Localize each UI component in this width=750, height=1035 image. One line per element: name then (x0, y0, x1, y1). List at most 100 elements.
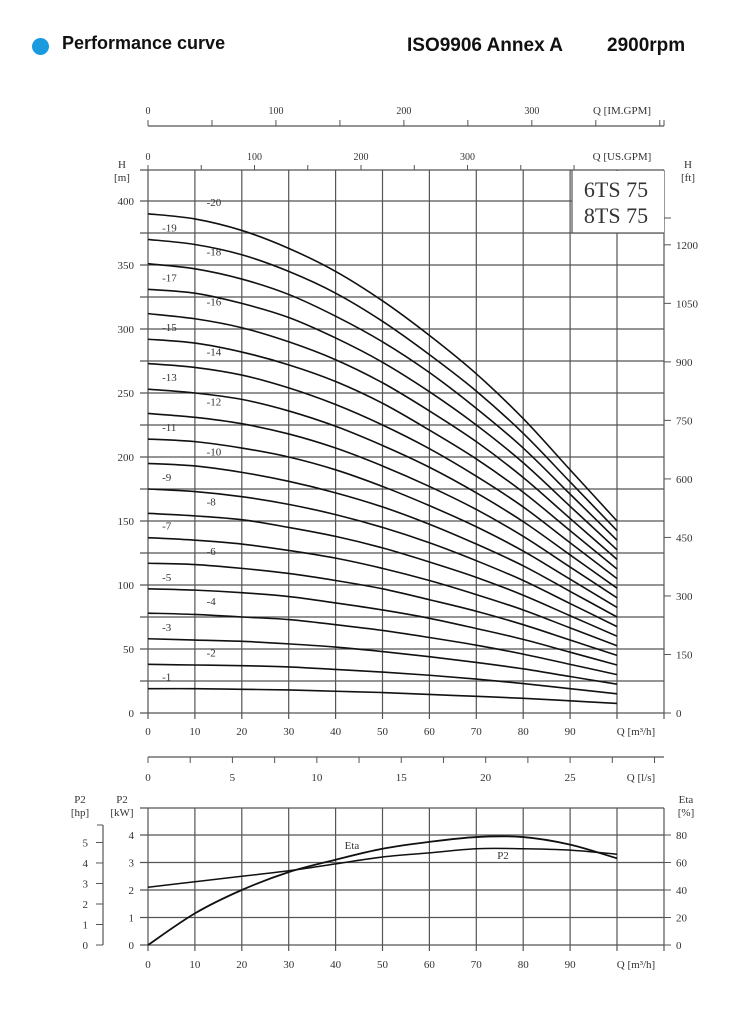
standard-label: ISO9906 Annex A (407, 35, 563, 56)
stage-label: -18 (207, 247, 222, 259)
head-curve (147, 663, 618, 695)
y-tick-ft: 0 (676, 708, 682, 720)
stage-label: -7 (162, 521, 172, 533)
y-axis-unit-kw: [kW] (110, 807, 133, 819)
head-curve (147, 438, 618, 609)
stage-label: -17 (162, 272, 177, 284)
stage-label: -16 (207, 297, 222, 309)
x-tick-imgpm: 100 (268, 106, 283, 117)
x-tick-m3h: 80 (518, 726, 530, 738)
x-axis-title-ls: Q [l/s] (627, 772, 655, 784)
x-tick-usgpm: 200 (354, 152, 369, 163)
y-tick-kw: 0 (129, 940, 135, 952)
y-tick-ft: 300 (676, 591, 693, 603)
stage-label: -4 (207, 596, 217, 608)
stage-label: -5 (162, 572, 172, 584)
y-tick-eta: 80 (676, 830, 688, 842)
head-curve (147, 462, 618, 618)
x-tick-m3h: 10 (189, 959, 201, 971)
x-tick-ls: 5 (230, 772, 236, 784)
speed-label: 2900rpm (607, 35, 686, 56)
stage-label: -19 (162, 222, 177, 234)
x-tick-usgpm: 100 (247, 152, 262, 163)
y-tick-ft: 150 (676, 649, 693, 661)
stage-label: -9 (162, 472, 172, 484)
stage-label: -6 (207, 546, 217, 558)
y-tick-m: 0 (129, 708, 135, 720)
eta-curve-label: Eta (345, 840, 360, 852)
x-tick-usgpm: 300 (460, 152, 475, 163)
y-tick-hp: 3 (83, 878, 89, 890)
y-axis-title-kw: P2 (116, 794, 128, 806)
y-tick-kw: 3 (129, 858, 135, 870)
stage-label: -15 (162, 322, 177, 334)
x-axis-title-imgpm: Q [IM.GPM] (593, 105, 651, 117)
head-curve (147, 412, 618, 599)
y-tick-ft: 750 (676, 415, 693, 427)
y-tick-m: 100 (118, 580, 135, 592)
x-tick-m3h: 40 (330, 959, 342, 971)
eta-curve (147, 835, 618, 946)
ls-axis: 0 5 10 15 20 25 Q [l/s] (145, 756, 664, 784)
y-axis-title-m: H (118, 159, 126, 171)
x-tick-m3h: 30 (283, 959, 295, 971)
stage-label: -3 (162, 622, 172, 634)
x-tick-m3h: 0 (145, 726, 151, 738)
head-curve (147, 488, 618, 628)
y-axis-unit-hp: [hp] (71, 807, 89, 819)
stage-label: -20 (207, 197, 222, 209)
p2-curve-label: P2 (497, 850, 509, 862)
y-tick-hp: 0 (83, 940, 89, 952)
y-tick-kw: 4 (129, 830, 135, 842)
x-tick-m3h: 80 (518, 959, 530, 971)
stage-label: -8 (207, 496, 217, 508)
stage-label: -14 (207, 347, 222, 359)
x-tick-m3h: 90 (565, 959, 577, 971)
stage-label: -10 (207, 446, 222, 458)
head-curve (147, 512, 618, 637)
x-axis-title-m3h: Q [m³/h] (617, 959, 655, 971)
y-tick-eta: 40 (676, 885, 688, 897)
y-tick-hp: 5 (83, 837, 89, 849)
head-curve (147, 612, 618, 676)
stage-label: -12 (207, 396, 222, 408)
y-tick-eta: 20 (676, 913, 688, 925)
x-axis-title-m3h: Q [m³/h] (617, 726, 655, 738)
x-tick-m3h: 40 (330, 726, 342, 738)
x-tick-m3h: 50 (377, 959, 389, 971)
y-axis-title-eta: Eta (679, 794, 694, 806)
x-tick-ls: 10 (311, 772, 323, 784)
x-tick-m3h: 0 (145, 959, 151, 971)
stage-label: -13 (162, 372, 177, 384)
page-header: Performance curve ISO9906 Annex A 2900rp… (0, 0, 750, 80)
y-tick-m: 250 (118, 388, 135, 400)
stage-label: -2 (207, 647, 216, 659)
y-tick-kw: 2 (129, 885, 135, 897)
y-axis-title-hp: P2 (74, 794, 86, 806)
y-axis-unit-ft: [ft] (681, 172, 695, 184)
model-name-2: 8TS 75 (584, 203, 648, 228)
y-tick-hp: 2 (83, 899, 89, 911)
y-tick-ft: 450 (676, 532, 693, 544)
y-tick-m: 350 (118, 260, 135, 272)
y-tick-eta: 60 (676, 858, 688, 870)
y-tick-ft: 600 (676, 474, 693, 486)
y-axis-title-ft: H (684, 159, 692, 171)
x-tick-m3h: 70 (471, 726, 483, 738)
bullet-icon (32, 38, 49, 55)
y-tick-m: 400 (118, 196, 135, 208)
model-name-1: 6TS 75 (584, 177, 648, 202)
head-curve (147, 338, 618, 570)
y-tick-eta: 0 (676, 940, 682, 952)
y-tick-m: 50 (123, 644, 135, 656)
y-tick-m: 200 (118, 452, 135, 464)
x-tick-imgpm: 300 (524, 106, 539, 117)
page-title: Performance curve (62, 33, 226, 53)
stage-label: -1 (162, 672, 171, 684)
x-tick-m3h: 20 (236, 959, 248, 971)
y-axis-unit-m: [m] (114, 172, 130, 184)
x-axis-title-usgpm: Q [US.GPM] (593, 151, 652, 163)
head-curve (147, 388, 618, 589)
